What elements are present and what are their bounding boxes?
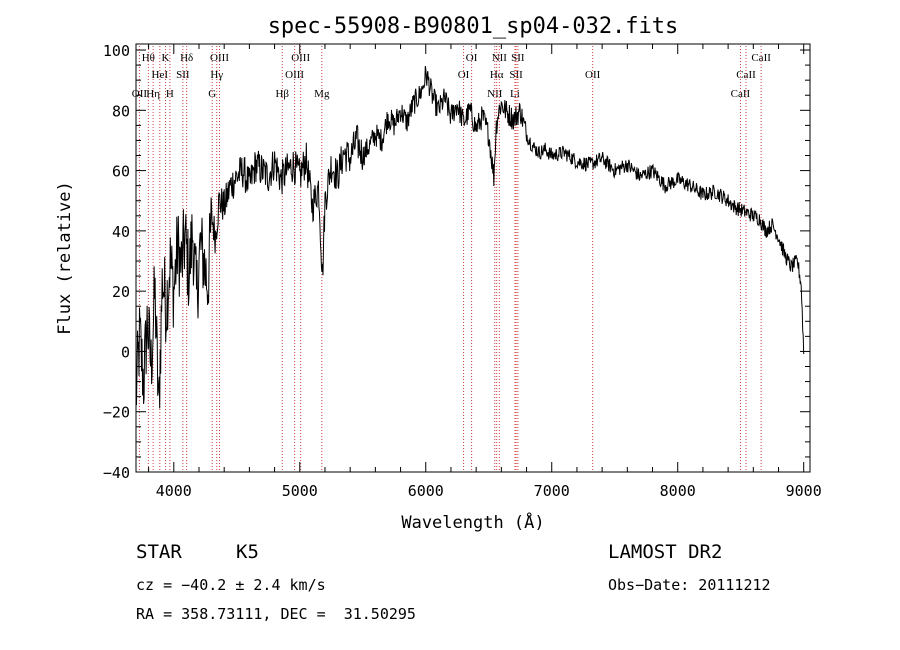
spectral-line-label-24: CaII — [731, 88, 751, 100]
spectral-line-label-9: Hγ — [210, 69, 223, 81]
spectral-line-label-15: OI — [458, 69, 470, 81]
x-tick-label-2: 6000 — [408, 482, 444, 500]
x-tick-label-0: 4000 — [156, 482, 192, 500]
spectral-line-label-4: K — [162, 52, 170, 64]
x-tick-label-1: 5000 — [282, 482, 318, 500]
plot-frame — [135, 43, 811, 473]
y-tick-label-2: 0 — [121, 343, 130, 361]
redshift-text: cz = −40.2 ± 2.4 km/s — [136, 576, 326, 594]
spectrum-plot — [135, 65, 805, 409]
x-tick-label-5: 9000 — [786, 482, 822, 500]
spectral-line-label-6: SII — [176, 69, 190, 81]
spectrum-line — [135, 65, 805, 409]
spectral-line-label-21: SII — [509, 69, 523, 81]
spectral-line-label-19: NII — [492, 52, 508, 64]
spectral-line-label-20: Li — [510, 88, 520, 100]
spectral-line-label-3: HeI — [152, 69, 169, 81]
x-tick-label-3: 7000 — [534, 482, 570, 500]
spectral-line-label-8: G — [208, 88, 216, 100]
y-tick-label-1: −20 — [103, 404, 130, 422]
spectral-line-label-1: Hθ — [142, 52, 155, 64]
spectral-line-label-17: NII — [487, 88, 503, 100]
obs-date-text: Obs−Date: 20111212 — [608, 576, 771, 594]
y-axis-label: Flux (relative) — [55, 181, 75, 335]
spectral-line-label-11: Hβ — [275, 88, 289, 100]
spectral-line-label-7: Hδ — [180, 52, 193, 64]
y-tick-label-5: 60 — [112, 163, 130, 181]
chart-title: spec-55908-B90801_sp04-032.fits — [268, 14, 679, 39]
spectral-line-label-23: OII — [585, 69, 601, 81]
y-tick-label-7: 100 — [103, 42, 130, 60]
y-tick-label-3: 20 — [112, 283, 130, 301]
spectral-line-label-0: OII — [132, 88, 148, 100]
spectral-line-label-25: CaII — [736, 69, 756, 81]
survey-name: LAMOST DR2 — [608, 541, 723, 563]
spectral-line-label-14: Mg — [314, 88, 330, 100]
axis-ticks: 4000 5000 6000 7000 8000 9000 −40 −20 0 20 40 60 80 1… — [103, 42, 822, 500]
y-tick-label-4: 40 — [112, 223, 130, 241]
spectral-line-label-22: SII — [511, 52, 525, 64]
y-tick-label-0: −40 — [103, 464, 130, 482]
spectral-line-label-10: OIII — [210, 52, 229, 64]
spectral-line-label-13: OIII — [291, 52, 310, 64]
x-axis-label: Wavelength (Å) — [401, 511, 544, 533]
spectral-line-label-2: Hη — [146, 88, 160, 100]
x-tick-label-4: 8000 — [660, 482, 696, 500]
spectral-line-label-12: OIII — [285, 69, 304, 81]
spectral-line-label-5: H — [166, 88, 174, 100]
coordinates-text: RA = 358.73111, DEC = 31.50295 — [136, 605, 416, 623]
object-class: STAR — [136, 541, 182, 563]
object-subclass: K5 — [236, 541, 259, 563]
spectral-line-label-16: OI — [466, 52, 478, 64]
spectral-line-label-18: Hα — [490, 69, 504, 81]
y-tick-label-6: 80 — [112, 102, 130, 120]
spectral-line-label-26: CaII — [751, 52, 771, 64]
